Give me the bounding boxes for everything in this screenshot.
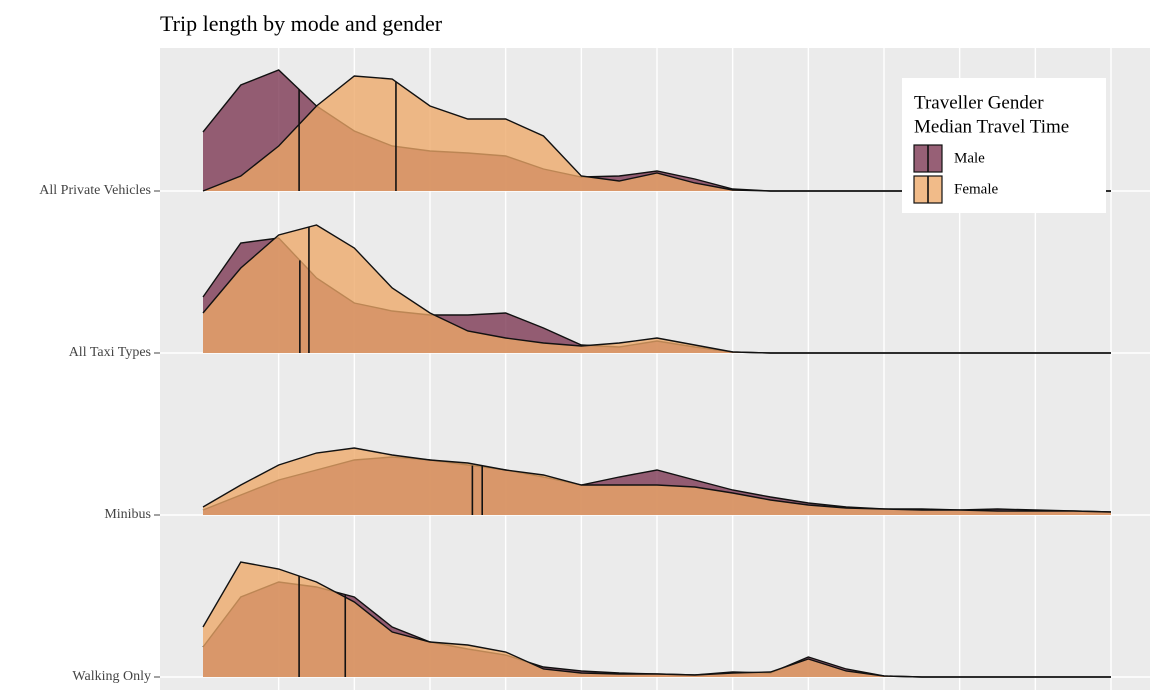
legend-label: Male — [954, 150, 985, 166]
y-tick-label: Walking Only — [72, 669, 151, 684]
density-line — [202, 447, 1112, 513]
density-fill — [203, 225, 1111, 353]
density-fill — [203, 76, 1111, 191]
density-fill — [203, 448, 1111, 515]
legend-label: Female — [954, 181, 998, 197]
density-line — [202, 224, 1111, 354]
legend: Traveller Gender Median Travel Time Male… — [902, 78, 1106, 213]
ridges — [202, 69, 1112, 678]
legend-title: Traveller Gender — [914, 92, 1044, 113]
chart-title: Trip length by mode and gender — [160, 11, 443, 36]
density-line — [202, 561, 1111, 678]
y-tick-label: All Private Vehicles — [39, 183, 151, 198]
y-tick-label: All Taxi Types — [69, 345, 151, 360]
density-fill — [203, 562, 1111, 677]
legend-title: Median Travel Time — [914, 116, 1069, 137]
y-tick-label: Minibus — [104, 507, 151, 522]
